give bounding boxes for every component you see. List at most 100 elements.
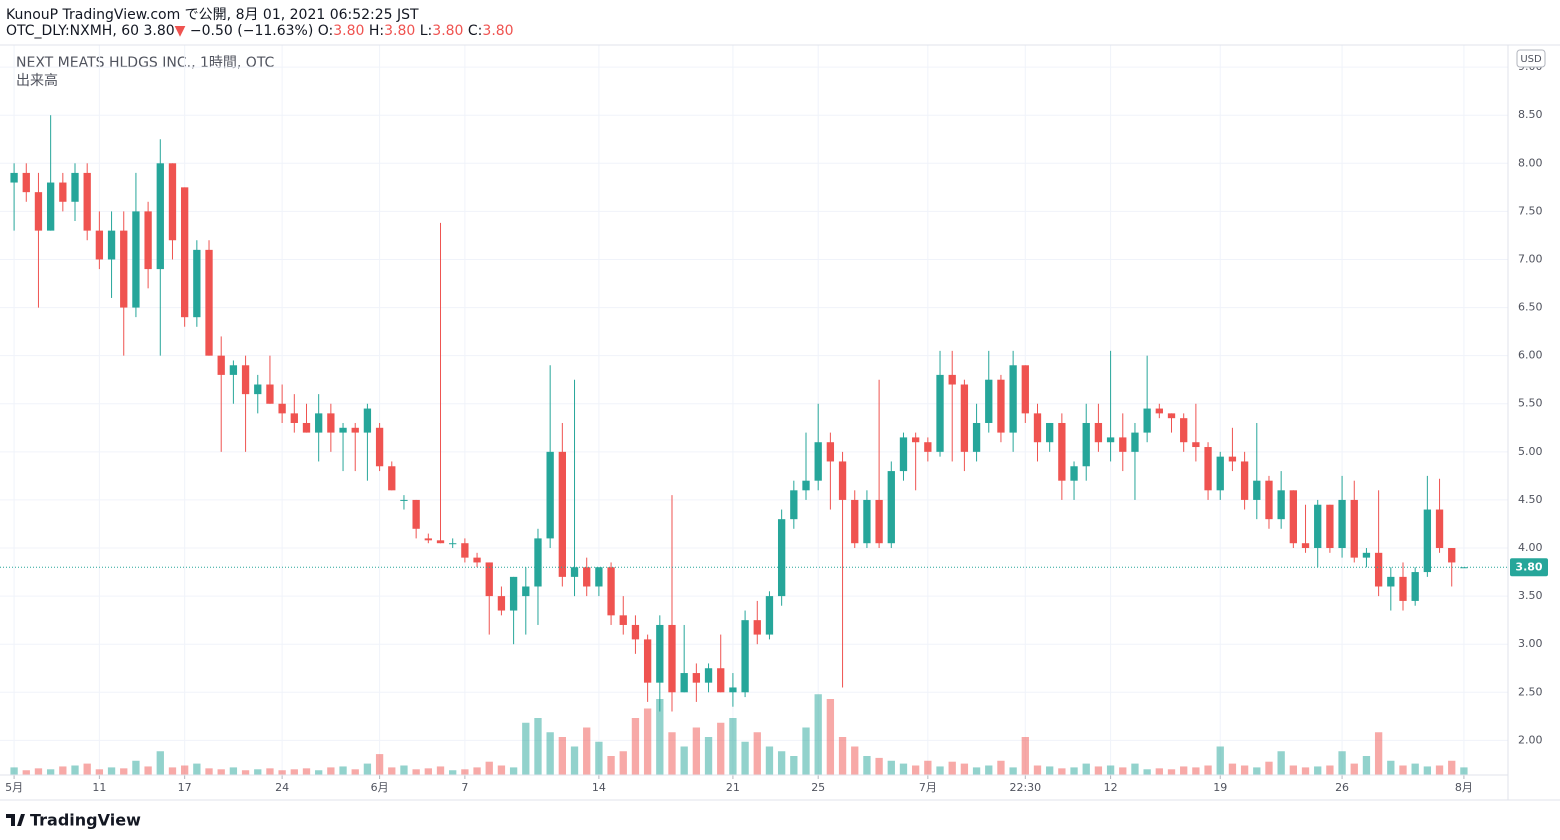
volume-bar xyxy=(241,770,250,775)
volume-bar xyxy=(351,769,359,775)
candle-body xyxy=(22,172,30,193)
candle-body xyxy=(522,586,530,597)
candle-body xyxy=(132,211,140,308)
last-price-box xyxy=(1510,558,1548,577)
candle-body xyxy=(643,639,652,683)
x-tick-label: 19 xyxy=(1213,781,1227,794)
candle-body xyxy=(497,596,506,611)
volume-bar xyxy=(95,769,104,775)
candle-body xyxy=(1265,480,1273,520)
volume-bar xyxy=(997,760,1005,775)
candle-body xyxy=(1216,456,1224,491)
candle-body xyxy=(777,519,786,597)
volume-bar xyxy=(522,722,530,775)
candle-body xyxy=(1155,408,1163,414)
volume-bar xyxy=(680,746,688,775)
candle-body xyxy=(692,673,701,683)
candle-body xyxy=(972,422,981,452)
candle-body xyxy=(704,668,713,683)
volume-bar xyxy=(1338,751,1346,775)
candle-body xyxy=(485,562,493,597)
volume-bar xyxy=(1192,767,1200,775)
candle-body xyxy=(278,403,286,414)
volume-bar xyxy=(1240,765,1249,775)
volume-bar xyxy=(692,727,701,775)
volume-bar xyxy=(851,746,859,775)
volume-bar xyxy=(887,760,895,775)
volume-bar xyxy=(924,760,932,775)
ohlc-value: 3.80 xyxy=(333,23,365,39)
volume-bar xyxy=(631,718,640,775)
ohlc-label: H: xyxy=(368,23,385,39)
volume-bar xyxy=(1155,768,1163,775)
volume-bar xyxy=(972,767,981,775)
volume-bar xyxy=(729,718,737,775)
y-tick-label: 4.00 xyxy=(1518,541,1543,554)
candle-body xyxy=(948,374,956,385)
volume-bar xyxy=(473,767,481,775)
candle-body xyxy=(765,596,774,635)
volume-bar xyxy=(193,763,201,775)
volume-bar xyxy=(643,708,652,775)
ohlc-value: 3.80 xyxy=(432,23,464,39)
candle-body xyxy=(1460,567,1468,569)
candle-body xyxy=(144,211,152,270)
volume-bar xyxy=(412,769,420,775)
candle-body xyxy=(838,461,847,500)
y-tick-label: 4.50 xyxy=(1518,493,1543,506)
candle-body xyxy=(95,230,104,260)
volume-bar xyxy=(205,768,213,775)
ohlc-value: 3.80 xyxy=(482,23,514,39)
volume-bar xyxy=(1131,763,1139,775)
volume-bar xyxy=(10,767,18,775)
volume-bar xyxy=(266,768,274,775)
currency-box[interactable] xyxy=(1516,49,1546,68)
volume-bar xyxy=(1167,769,1176,775)
candle-body xyxy=(461,543,469,558)
publisher: KunouP TradingView.com で公開, 8月 01, 2021 … xyxy=(6,7,419,23)
candle-body xyxy=(1289,490,1297,544)
symbol: OTC_DLY:NXMH, 60 xyxy=(6,23,140,39)
volume-bar xyxy=(1216,746,1224,775)
chart-title: NEXT MEATS HLDGS INC., 1時間, OTC xyxy=(16,55,275,71)
x-tick-label: 26 xyxy=(1335,781,1349,794)
candle-body xyxy=(229,365,238,375)
volume-bar xyxy=(1033,765,1042,775)
candle-body xyxy=(802,480,810,491)
y-tick-label: 6.50 xyxy=(1518,301,1543,314)
candle-body xyxy=(1301,543,1310,549)
candle-body xyxy=(339,427,347,433)
volume-bar xyxy=(1204,765,1212,775)
candle-body xyxy=(1387,576,1395,587)
candle-body xyxy=(741,620,749,693)
candle-body xyxy=(436,540,445,544)
volume-bar xyxy=(595,741,603,775)
volume-bar xyxy=(107,767,116,775)
volume-bar xyxy=(656,699,664,775)
volume-bar xyxy=(899,763,908,775)
volume-bar xyxy=(71,765,79,775)
candle-body xyxy=(1411,572,1419,601)
volume-bar xyxy=(83,763,91,775)
volume-bar xyxy=(985,765,993,775)
candle-body xyxy=(790,490,798,520)
volume-bar xyxy=(217,769,225,775)
volume-bar xyxy=(1253,767,1261,775)
volume-bar xyxy=(765,746,774,775)
volume-bar xyxy=(1448,760,1456,775)
x-tick-label: 17 xyxy=(178,781,192,794)
volume-bar xyxy=(229,767,238,775)
x-tick-label: 25 xyxy=(811,781,825,794)
volume-bar xyxy=(254,769,262,775)
x-tick-label: 14 xyxy=(592,781,606,794)
candle-body xyxy=(168,163,177,241)
candle-body xyxy=(1350,499,1358,558)
volume-bar xyxy=(1362,756,1371,775)
volume-bar xyxy=(1350,763,1358,775)
candle-body xyxy=(107,230,116,260)
candle-body xyxy=(1167,413,1176,419)
candle-body xyxy=(1058,422,1066,481)
candle-body xyxy=(887,471,895,544)
candle-body xyxy=(181,187,189,318)
